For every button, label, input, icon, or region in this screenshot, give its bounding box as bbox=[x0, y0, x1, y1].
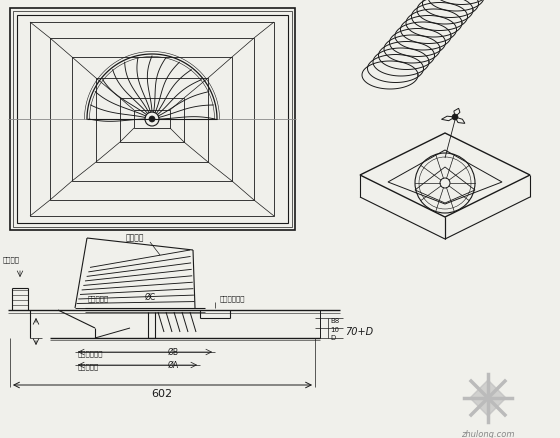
Text: 最大蒸叶尺寸: 最大蒸叶尺寸 bbox=[78, 350, 104, 357]
Text: 吊顶搁栅: 吊顶搁栅 bbox=[3, 257, 20, 263]
Text: ØC: ØC bbox=[145, 293, 156, 302]
Text: 出风口尺寸: 出风口尺寸 bbox=[78, 363, 99, 370]
Text: 602: 602 bbox=[151, 389, 172, 399]
Bar bbox=[50, 38, 254, 200]
Text: D: D bbox=[330, 335, 335, 341]
Text: ØA: ØA bbox=[168, 361, 179, 370]
Circle shape bbox=[452, 114, 458, 120]
Text: 软管抱箍卡扣: 软管抱箍卡扣 bbox=[220, 295, 245, 302]
Bar bbox=[17, 15, 288, 223]
Text: 70+D: 70+D bbox=[345, 327, 373, 337]
Text: 蒸发器顶部: 蒸发器顶部 bbox=[88, 295, 109, 302]
Bar bbox=[120, 98, 184, 142]
Bar bbox=[30, 22, 274, 216]
Polygon shape bbox=[470, 380, 506, 416]
Bar bbox=[134, 110, 170, 128]
Text: ØB: ØB bbox=[168, 348, 179, 357]
Circle shape bbox=[149, 116, 155, 122]
Text: 10: 10 bbox=[330, 327, 339, 333]
Text: B8: B8 bbox=[330, 318, 339, 324]
Bar bbox=[10, 8, 295, 230]
Bar bbox=[96, 78, 208, 162]
Text: zhulong.com: zhulong.com bbox=[461, 430, 515, 438]
Bar bbox=[72, 57, 232, 181]
Text: 伸缩软管: 伸缩软管 bbox=[126, 233, 144, 243]
Bar bbox=[13, 11, 292, 227]
